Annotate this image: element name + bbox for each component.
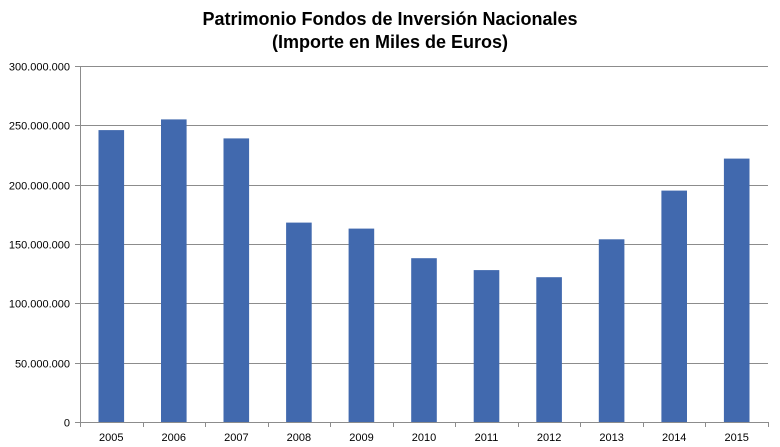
y-tick-label: 300.000.000 xyxy=(9,62,70,74)
x-tick-label: 2010 xyxy=(412,432,436,444)
y-tick-label: 200.000.000 xyxy=(9,181,70,193)
bar-2005 xyxy=(98,130,125,422)
chart-title-block: Patrimonio Fondos de Inversión Nacionale… xyxy=(0,8,780,54)
y-tick-label: 50.000.000 xyxy=(15,359,70,371)
bar-2007 xyxy=(223,138,250,422)
axes xyxy=(75,66,769,427)
bars xyxy=(98,119,750,423)
bar-2008 xyxy=(286,222,312,422)
bar-2013 xyxy=(598,239,625,422)
bar-2012 xyxy=(536,277,562,422)
bar-2009 xyxy=(348,228,375,422)
x-tick-label: 2012 xyxy=(537,432,561,444)
y-tick-label: 0 xyxy=(64,418,70,430)
x-tick-label: 2009 xyxy=(349,432,373,444)
x-tick-label: 2015 xyxy=(724,432,748,444)
x-tick-label: 2008 xyxy=(287,432,311,444)
x-tick-label: 2006 xyxy=(162,432,186,444)
chart-subtitle: (Importe en Miles de Euros) xyxy=(271,32,509,52)
y-tick-labels: 0 50.000.000 100.000.000 150.000.000 200.000… xyxy=(9,62,70,430)
x-tick-label: 2011 xyxy=(475,432,499,444)
x-tick-labels: 2005 2006 2007 2008 2009 2010 2011 2012 2013 2014… xyxy=(99,432,749,444)
x-tick-label: 2005 xyxy=(99,432,123,444)
y-tick-label: 100.000.000 xyxy=(9,299,70,311)
bar-2015 xyxy=(723,158,750,422)
x-tick-label: 2014 xyxy=(662,432,686,444)
chart-title: Patrimonio Fondos de Inversión Nacionale… xyxy=(202,9,578,29)
bar-2010 xyxy=(411,258,437,422)
bar-2014 xyxy=(661,190,687,422)
y-tick-label: 250.000.000 xyxy=(9,121,70,133)
bar-2006 xyxy=(161,119,187,423)
x-tick-label: 2013 xyxy=(599,432,623,444)
bar-2011 xyxy=(473,270,500,422)
x-tick-label: 2007 xyxy=(224,432,248,444)
y-tick-label: 150.000.000 xyxy=(9,240,70,252)
